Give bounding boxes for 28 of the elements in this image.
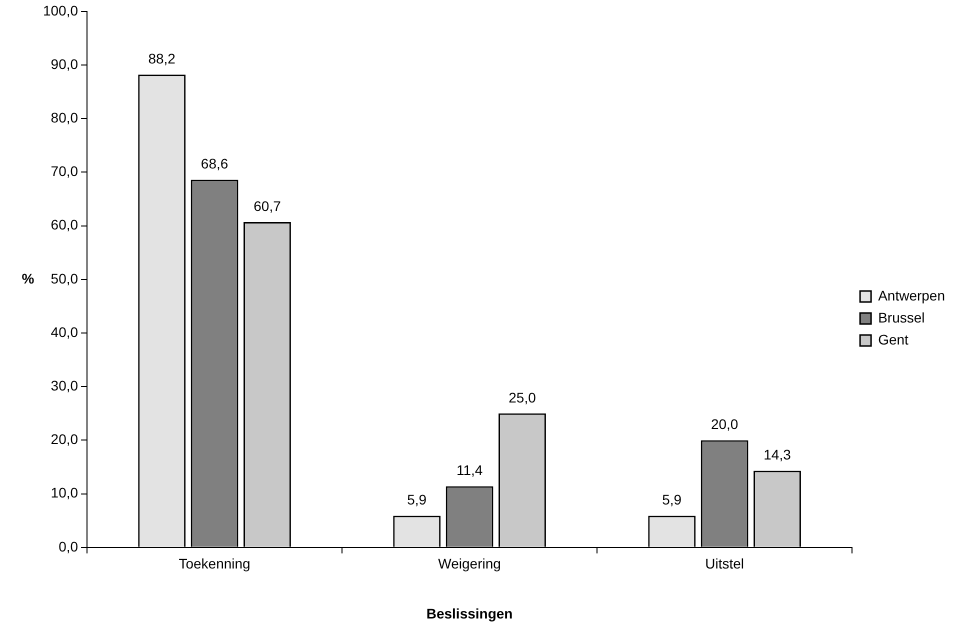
x-axis-title: Beslissingen — [426, 605, 513, 622]
y-tick-label: 70,0 — [50, 163, 78, 180]
y-tick-label: 10,0 — [50, 484, 78, 501]
data-label: 25,0 — [508, 389, 536, 406]
y-tick-label: 20,0 — [50, 431, 78, 448]
y-tick-label: 60,0 — [50, 216, 78, 233]
legend-label: Antwerpen — [878, 287, 946, 304]
x-tick-label: Weigering — [438, 556, 501, 572]
data-label: 5,9 — [662, 492, 682, 508]
legend-label: Gent — [878, 331, 909, 348]
y-tick-label: 50,0 — [50, 270, 78, 286]
data-label: 5,9 — [407, 492, 427, 508]
x-tick-label: Toekenning — [178, 556, 250, 572]
data-label: 11,4 — [456, 462, 483, 478]
y-tick-label: 90,0 — [50, 56, 78, 72]
y-tick-label: 80,0 — [50, 109, 78, 126]
data-label: 14,3 — [764, 446, 792, 463]
data-label: 60,7 — [254, 198, 282, 214]
y-tick-label: 40,0 — [50, 324, 78, 340]
y-tick-label: 0,0 — [58, 538, 78, 554]
legend-label: Brussel — [878, 309, 925, 326]
x-tick-label: Uitstel — [705, 556, 744, 572]
y-tick-label: 30,0 — [50, 377, 78, 394]
data-label: 68,6 — [200, 156, 228, 172]
data-label: 88,2 — [148, 50, 176, 67]
data-label: 20,0 — [710, 416, 738, 432]
y-tick-label: 100,0 — [42, 2, 78, 18]
y-axis-title: % — [22, 270, 35, 286]
